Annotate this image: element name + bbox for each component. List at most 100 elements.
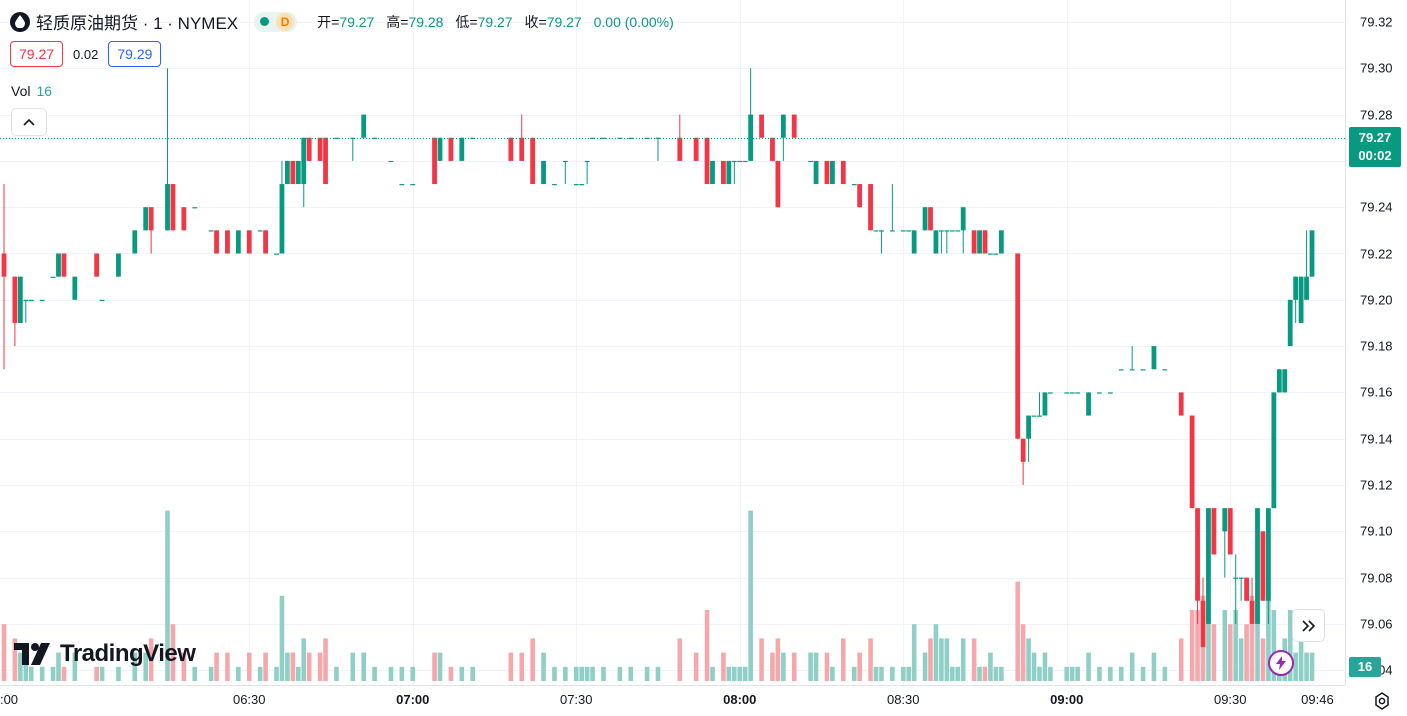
volume-bar [644,666,650,681]
candle-body [1309,230,1315,277]
volume-bar [1298,638,1304,681]
chart-plot-area[interactable] [0,0,1345,685]
bid-ask-panel: 79.27 0.02 79.29 [10,41,162,67]
volume-bar [873,666,879,681]
candle-body [448,137,454,161]
symbol-title[interactable]: 轻质原油期货 · 1 · NYMEX [36,14,239,33]
candle-body [50,276,56,278]
candle-body [579,184,585,186]
candle-body [1304,276,1309,300]
candle-body [116,253,121,277]
last-price-value: 79.27 [1358,130,1392,145]
volume-bar [982,666,988,681]
price-axis[interactable]: 79.3279.3079.2879.2679.2479.2279.2079.18… [1345,0,1407,685]
volume-bar [1118,666,1124,681]
volume-bar [742,666,748,681]
volume-bar [72,652,78,681]
volume-bar [225,652,230,681]
candle-body [1189,415,1195,509]
volume-bar [263,652,268,681]
candle-body [1266,508,1271,601]
time-axis[interactable]: :00 06:30 07:00 07:30 08:00 08:30 09:00 09:30 09… [0,685,1345,716]
volume-bar [1075,666,1080,681]
tradingview-logo[interactable]: TradingView [14,640,196,668]
volume-bar [323,638,328,681]
volume-bar [56,652,61,681]
price-tick-label: 79.22 [1360,246,1393,261]
volume-bar [1211,624,1217,681]
candle-body [361,114,367,138]
candle-body [56,253,61,277]
candle-body [1200,600,1206,648]
candle-body [911,230,917,254]
volume-value: 16 [36,83,53,99]
candle-body [1249,600,1255,624]
volume-bar [1287,610,1293,681]
candle-body [263,230,268,254]
double-chevron-right-icon [1301,619,1315,632]
candle-body [770,137,775,161]
volume-bar [1233,610,1238,681]
volume-bar [470,666,475,681]
lightning-icon[interactable] [1268,650,1294,676]
candle-body [960,207,966,231]
volume-bar [791,652,797,681]
volume-bar [301,638,307,681]
volume-bar [841,638,846,681]
market-status-badge[interactable]: D [254,11,298,32]
candle-body [737,160,743,163]
candle-body [470,137,476,139]
volume-bar [290,652,296,681]
volume-bar [361,652,366,681]
candle-body [246,230,252,254]
candle-body [726,160,732,185]
price-tick-label: 79.16 [1360,384,1393,400]
candle-body [879,230,884,232]
volume-label: Vol [11,83,31,99]
volume-bar [944,638,950,681]
volume-bar [999,666,1004,681]
gear-icon[interactable] [1369,688,1395,714]
candle-body [1020,438,1026,462]
candle-body [851,184,857,186]
volume-legend[interactable]: Vol 16 [11,83,52,99]
candle-body [530,137,536,185]
market-open-dot-icon [260,17,270,26]
candle-body [677,137,683,161]
volume-bar [721,652,726,681]
volume-bar [1108,666,1113,681]
volume-bar [851,666,857,681]
price-tick-label: 79.10 [1360,523,1393,539]
candle-body [192,207,198,209]
candle-body [17,276,23,323]
volume-bar [246,652,252,681]
candlestick-chart[interactable] [0,0,1345,685]
volume-bar [94,666,99,681]
candle-body [39,299,45,301]
candle-body [208,230,214,232]
volume-bar [448,666,454,681]
sell-price-button[interactable]: 79.27 [10,41,64,67]
candle-body [1129,369,1135,371]
candle-body [181,207,187,231]
low-label: 低= [455,13,478,30]
volume-bar [993,666,999,681]
collapse-legend-button[interactable] [11,108,47,136]
volume-bar [1222,610,1228,681]
buy-price-button[interactable]: 79.29 [108,41,162,67]
candle-body [1075,392,1081,394]
scroll-to-realtime-button[interactable] [1292,609,1325,642]
candle-body [1151,346,1157,370]
candle-body [541,160,546,185]
candle-body [148,207,154,231]
candle-body [928,207,933,231]
volume-bar [726,666,732,681]
volume-bar [279,595,285,681]
volume-bar [236,666,241,681]
volume-bar [1238,638,1244,681]
volume-bar [530,638,535,681]
candle-body [1287,299,1293,347]
volume-bar [28,666,34,681]
candle-body [214,230,219,254]
volume-bar [960,638,966,681]
